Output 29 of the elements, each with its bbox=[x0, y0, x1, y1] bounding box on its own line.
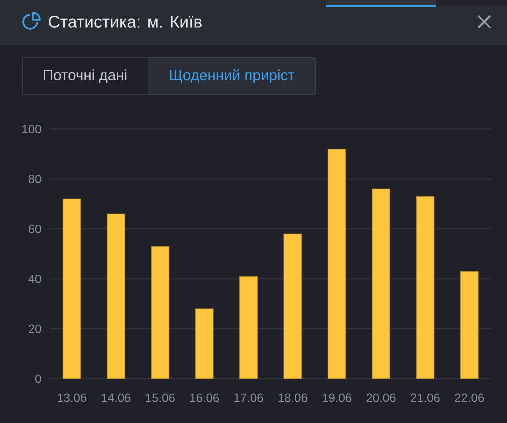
x-tick-label: 13.06 bbox=[58, 394, 87, 402]
y-tick-label: 80 bbox=[28, 174, 42, 184]
bar bbox=[240, 276, 258, 380]
x-tick-label: 14.06 bbox=[102, 394, 131, 402]
text: Щоденний приріст bbox=[170, 69, 295, 84]
bar bbox=[107, 214, 126, 380]
bar bbox=[372, 188, 390, 380]
y-tick-label: 100 bbox=[22, 125, 42, 134]
y-tick-label: 20 bbox=[28, 324, 42, 334]
y-tick-label: 0 bbox=[36, 374, 42, 384]
x-tick-label: 17.06 bbox=[234, 394, 264, 402]
y-tick-label: 60 bbox=[28, 224, 42, 234]
bar bbox=[62, 198, 82, 380]
bar bbox=[151, 246, 170, 380]
x-tick-label: 18.06 bbox=[278, 394, 308, 402]
chart-title: Статистика: м. Київ bbox=[49, 16, 202, 28]
bar bbox=[195, 308, 214, 380]
x-tick-label: 16.06 bbox=[190, 394, 220, 402]
text: Поточні дані bbox=[44, 70, 127, 84]
bar bbox=[460, 271, 479, 380]
x-tick-label: 20.06 bbox=[366, 394, 396, 402]
bar bbox=[284, 234, 302, 380]
y-tick-label: 40 bbox=[28, 274, 42, 284]
bar bbox=[416, 196, 435, 380]
bar bbox=[328, 148, 346, 380]
x-tick-label: 15.06 bbox=[146, 394, 175, 402]
x-tick-label: 22.06 bbox=[455, 394, 484, 402]
x-tick-label: 21.06 bbox=[411, 394, 440, 402]
x-tick-label: 19.06 bbox=[323, 394, 352, 402]
